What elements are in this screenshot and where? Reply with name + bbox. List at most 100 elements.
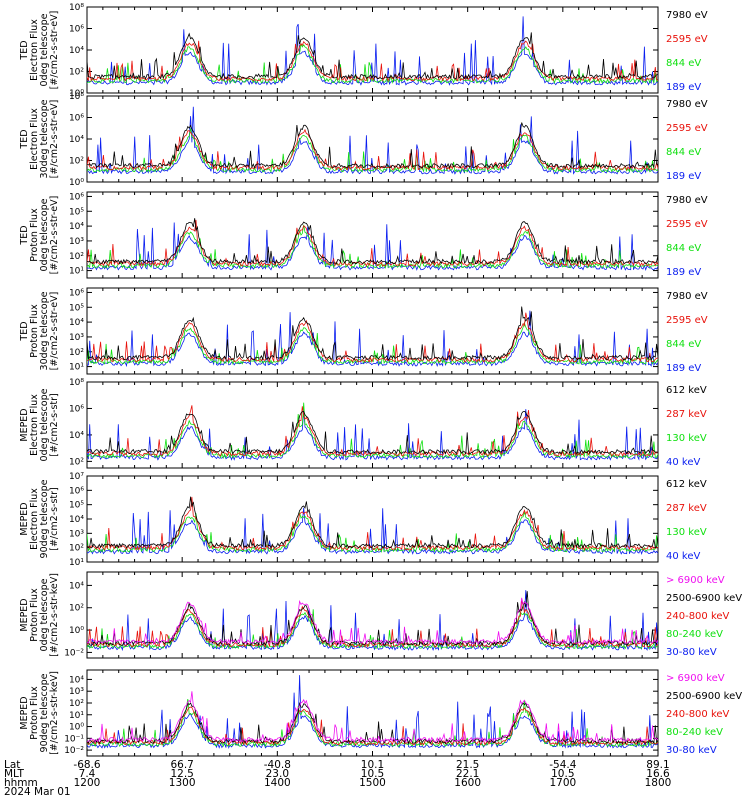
series-line bbox=[87, 410, 658, 455]
y-tick-label: 10⁴ bbox=[69, 431, 84, 441]
x-axis-row-label: 2024 Mar 01 bbox=[4, 786, 71, 798]
panel-5: 10² 10⁴ 10⁶ 10⁸ MEPED Electron Flux 0deg teles… bbox=[19, 378, 707, 469]
y-tick-label: 10² bbox=[69, 604, 84, 614]
plot-area bbox=[87, 16, 658, 86]
series-line bbox=[87, 312, 658, 363]
panel-4: 10¹ 10² 10³ 10⁴ 10⁵ 10⁶ TED Proton Flux 30deg te… bbox=[19, 287, 708, 375]
series-line bbox=[87, 706, 658, 746]
y-tick-label: 10⁸ bbox=[69, 3, 84, 13]
y-tick-label: 10⁴ bbox=[69, 318, 84, 328]
y-tick-label: 10² bbox=[69, 348, 84, 358]
legend-entry: 130 keV bbox=[666, 433, 707, 444]
x-tick-label-lat: -68.6 bbox=[73, 759, 100, 771]
legend-entry: 287 keV bbox=[666, 409, 707, 420]
y-tick-label: 10⁻¹ bbox=[64, 734, 84, 744]
legend-entry: 2595 eV bbox=[666, 123, 708, 134]
y-axis-label: MEPED Proton Flux 0deg telescope [#/cm2-s-s… bbox=[19, 573, 60, 657]
legend-entry: 40 keV bbox=[666, 457, 700, 468]
series-line bbox=[87, 224, 658, 270]
y-tick-label: 10¹ bbox=[69, 558, 84, 568]
series-line bbox=[87, 675, 658, 749]
y-tick-label: 10⁶ bbox=[69, 288, 84, 298]
y-axis-label-line: [#/cm2-s-str-eV] bbox=[49, 292, 60, 371]
y-tick-label: 10⁸ bbox=[69, 92, 84, 102]
legend-entry: 7980 eV bbox=[666, 291, 708, 302]
legend-entry: 80-240 keV bbox=[666, 629, 723, 640]
plot-area bbox=[87, 675, 658, 749]
series-line bbox=[87, 597, 658, 646]
x-tick-label-mlt: 7.4 bbox=[79, 768, 96, 780]
x-tick-label-hhmm: 1800 bbox=[645, 777, 672, 789]
y-tick-label: 10⁸ bbox=[69, 378, 84, 388]
series-line bbox=[87, 16, 658, 86]
y-axis-label-line: [#/cm2-s-str] bbox=[49, 393, 60, 456]
y-axis-label-line: MEPED bbox=[19, 502, 30, 535]
y-axis-label: TED Electron Flux 0deg telescope [#/cm2-s-s… bbox=[19, 11, 60, 90]
y-tick-label: 10¹ bbox=[69, 363, 84, 373]
series-line bbox=[87, 496, 658, 551]
legend-entry: 844 eV bbox=[666, 58, 701, 69]
y-tick-label: 10² bbox=[69, 457, 84, 467]
series-line bbox=[87, 122, 658, 169]
x-tick-label-lat: 66.7 bbox=[170, 759, 193, 771]
series-line bbox=[87, 310, 658, 368]
y-tick-label: 10² bbox=[69, 252, 84, 262]
legend-entry: 2500-6900 keV bbox=[666, 691, 742, 702]
legend-entry: > 6900 keV bbox=[666, 673, 725, 684]
legend-entry: 287 keV bbox=[666, 503, 707, 514]
legend-entry: 2500-6900 keV bbox=[666, 593, 742, 604]
series-line bbox=[87, 691, 658, 743]
series-line bbox=[87, 218, 658, 265]
y-axis-label-line: TED bbox=[19, 225, 30, 245]
y-axis-label-line: 30deg telescope bbox=[39, 291, 50, 370]
y-axis-label-line: Proton Flux bbox=[29, 208, 40, 262]
legend-entry: 844 eV bbox=[666, 339, 701, 350]
legend-entry: 189 eV bbox=[666, 82, 701, 93]
y-axis-label-line: Proton Flux bbox=[29, 588, 40, 642]
series-line bbox=[87, 409, 658, 461]
legend-entry: 189 eV bbox=[666, 267, 701, 278]
x-tick-label-mlt: 23.0 bbox=[266, 768, 289, 780]
x-tick-label-hhmm: 1500 bbox=[359, 777, 386, 789]
y-tick-label: 10⁶ bbox=[69, 404, 84, 414]
y-axis-label-line: [#/cm2-s-str-eV] bbox=[49, 100, 60, 179]
y-tick-label: 10⁶ bbox=[69, 25, 84, 35]
y-axis-label-line: [#/cm2-s-str-keV] bbox=[49, 671, 60, 755]
x-tick-label-mlt: 12.5 bbox=[170, 768, 193, 780]
legend-entry: 2595 eV bbox=[666, 34, 708, 45]
y-axis-label: TED Electron Flux 30deg telescope [#/cm2-s-… bbox=[19, 99, 60, 178]
y-tick-label: 10⁶ bbox=[69, 114, 84, 124]
x-tick-label-lat: -40.8 bbox=[264, 759, 291, 771]
y-tick-label: 10² bbox=[69, 544, 84, 554]
legend-entry: 844 eV bbox=[666, 147, 701, 158]
legend-entry: 612 keV bbox=[666, 479, 707, 490]
y-tick-label: 10¹ bbox=[69, 267, 84, 277]
y-axis-label: TED Proton Flux 0deg telescope [#/cm2-s-str… bbox=[19, 196, 60, 275]
y-axis-label-line: [#/cm2-s-str] bbox=[49, 487, 60, 550]
legend-entry: 612 keV bbox=[666, 385, 707, 396]
x-tick-label-hhmm: 1700 bbox=[549, 777, 576, 789]
y-tick-label: 10⁴ bbox=[69, 675, 84, 685]
legend-entry: 2595 eV bbox=[666, 315, 708, 326]
x-tick-label-hhmm: 1300 bbox=[169, 777, 196, 789]
series-line bbox=[87, 32, 658, 80]
legend-entry: > 6900 keV bbox=[666, 575, 725, 586]
y-axis-label-line: Electron Flux bbox=[29, 488, 40, 550]
x-tick-label-lat: 89.1 bbox=[646, 759, 669, 771]
legend-entry: 130 keV bbox=[666, 527, 707, 538]
y-tick-label: 10³ bbox=[69, 333, 84, 343]
x-tick-label-lat: 10.1 bbox=[361, 759, 384, 771]
plot-area bbox=[87, 306, 658, 368]
y-axis-label-line: 0deg telescope bbox=[39, 198, 50, 271]
y-tick-label: 10⁴ bbox=[69, 46, 84, 56]
legend-entry: 240-800 keV bbox=[666, 709, 730, 720]
y-axis-label-line: TED bbox=[19, 129, 30, 149]
y-axis-label-line: Electron Flux bbox=[29, 108, 40, 170]
y-tick-label: 10¹ bbox=[69, 711, 84, 721]
y-tick-label: 10⁴ bbox=[69, 222, 84, 232]
y-tick-label: 10⁴ bbox=[69, 135, 84, 145]
x-tick-label-hhmm: 1600 bbox=[454, 777, 481, 789]
legend-entry: 844 eV bbox=[666, 243, 701, 254]
y-axis-label-line: 30deg telescope bbox=[39, 99, 50, 178]
